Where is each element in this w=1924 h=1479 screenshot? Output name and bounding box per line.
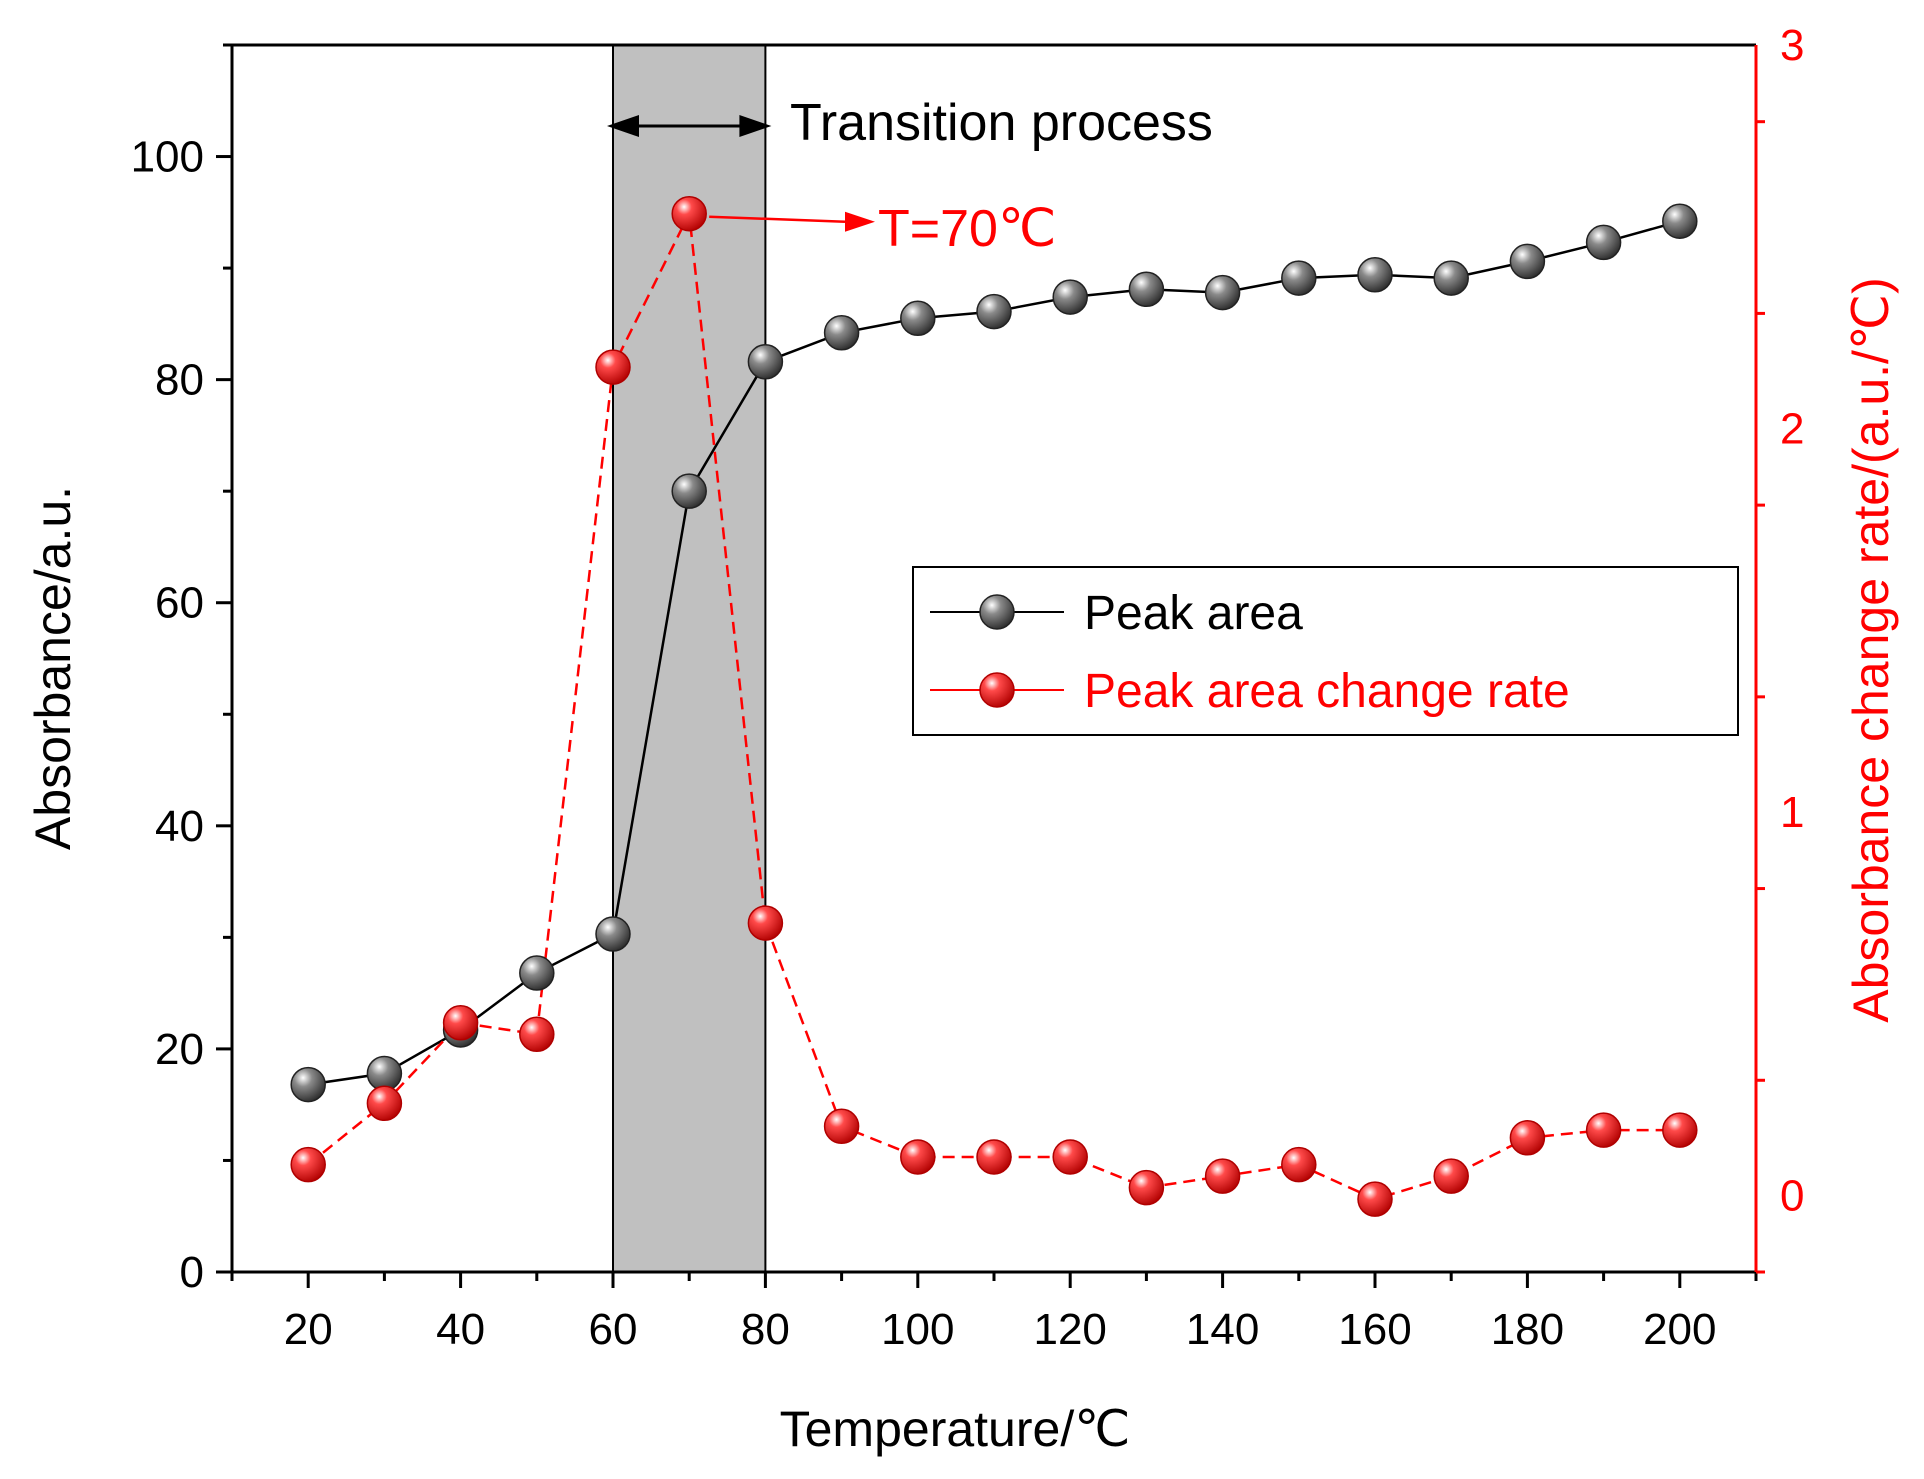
peak-area-point <box>977 295 1011 329</box>
y-right-tick-label: 0 <box>1780 1171 1804 1220</box>
x-tick-label: 180 <box>1491 1305 1564 1354</box>
x-tick-label: 160 <box>1338 1305 1411 1354</box>
change-rate-point <box>596 350 630 384</box>
legend-marker-peak-area <box>980 595 1014 629</box>
x-tick-label: 200 <box>1643 1305 1716 1354</box>
peak-area-point <box>596 917 630 951</box>
change-rate-point <box>367 1086 401 1120</box>
y-left-tick-label: 80 <box>155 356 204 405</box>
change-rate-point <box>748 906 782 940</box>
x-tick-label: 80 <box>741 1305 790 1354</box>
legend-marker-change-rate <box>980 673 1014 707</box>
change-rate-point <box>291 1148 325 1182</box>
peak-area-point <box>1053 280 1087 314</box>
change-rate-point <box>672 197 706 231</box>
right-y-axis-title: Absorbance change rate/(a.u./℃) <box>1843 277 1899 1022</box>
peak-area-point <box>1434 261 1468 295</box>
peak-area-point <box>291 1068 325 1102</box>
peak-area-point <box>520 956 554 990</box>
change-rate-point <box>1510 1121 1544 1155</box>
x-tick-label: 100 <box>881 1305 954 1354</box>
change-rate-point <box>444 1006 478 1040</box>
legend: Peak area Peak area change rate <box>913 567 1738 735</box>
peak-label: T=70℃ <box>878 200 1056 258</box>
left-y-axis-title: Absorbance/a.u. <box>25 486 81 850</box>
peak-area-point <box>1282 261 1316 295</box>
change-rate-point <box>1663 1113 1697 1147</box>
change-rate-point <box>1587 1113 1621 1147</box>
peak-area-point <box>672 474 706 508</box>
peak-area-point <box>748 345 782 379</box>
peak-area-point <box>367 1056 401 1090</box>
x-tick-label: 40 <box>436 1305 485 1354</box>
y-right-tick-label: 2 <box>1780 404 1804 453</box>
change-rate-point <box>825 1109 859 1143</box>
peak-area-point <box>1587 225 1621 259</box>
legend-label-peak-area: Peak area <box>1084 587 1303 640</box>
y-right-tick-label: 1 <box>1780 788 1804 837</box>
y-right-tick-label: 3 <box>1780 21 1804 70</box>
change-rate-point <box>977 1140 1011 1174</box>
dual-axis-line-chart: 20 40 60 80 100 120 140 160 180 200 0 20 40 60 80 100 0 1… <box>0 0 1924 1479</box>
y-left-tick-label: 60 <box>155 579 204 628</box>
peak-area-point <box>1129 272 1163 306</box>
transition-label: Transition process <box>790 94 1213 152</box>
legend-label-change-rate: Peak area change rate <box>1084 665 1570 718</box>
x-tick-label: 120 <box>1033 1305 1106 1354</box>
change-rate-point <box>520 1017 554 1051</box>
arrowhead-icon <box>845 212 875 232</box>
change-rate-point <box>1282 1148 1316 1182</box>
peak-area-point <box>1206 276 1240 310</box>
peak-area-point <box>1663 204 1697 238</box>
y-left-tick-label: 0 <box>180 1248 204 1297</box>
change-rate-point <box>1053 1140 1087 1174</box>
y-left-tick-label: 40 <box>155 802 204 851</box>
change-rate-point <box>1358 1182 1392 1216</box>
peak-area-point <box>1358 258 1392 292</box>
y-left-tick-label: 100 <box>131 133 204 182</box>
x-tick-label: 60 <box>589 1305 638 1354</box>
change-rate-point <box>1129 1171 1163 1205</box>
change-rate-point <box>901 1140 935 1174</box>
change-rate-point <box>1434 1159 1468 1193</box>
peak-area-point <box>825 316 859 350</box>
change-rate-point <box>1206 1159 1240 1193</box>
y-left-tick-label: 20 <box>155 1025 204 1074</box>
peak-area-point <box>1510 244 1544 278</box>
x-tick-label: 20 <box>284 1305 333 1354</box>
x-axis-title: Temperature/℃ <box>780 1401 1131 1457</box>
peak-area-point <box>901 301 935 335</box>
x-tick-label: 140 <box>1186 1305 1259 1354</box>
